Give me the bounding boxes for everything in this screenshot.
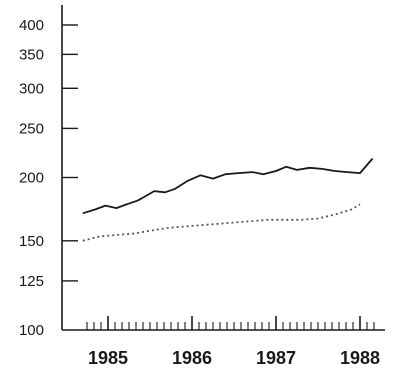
- series-lines: [82, 157, 374, 242]
- y-tick-label-350: 350: [19, 46, 44, 63]
- tick-labels: 100 125 150 200 250 300 350 400 1985 1986 1987 1988: [19, 17, 380, 368]
- x-tick-label-1988: 1988: [340, 348, 380, 368]
- x-tick-label-1986: 1986: [172, 348, 212, 368]
- x-tick-label-1985: 1985: [88, 348, 128, 368]
- x-tick-label-1987: 1987: [256, 348, 296, 368]
- series-dotted-line: [82, 203, 361, 242]
- series-solid-line: [82, 157, 374, 215]
- y-tick-label-125: 125: [19, 273, 44, 290]
- y-tick-label-300: 300: [19, 80, 44, 97]
- y-tick-label-100: 100: [19, 322, 44, 339]
- y-tick-label-150: 150: [19, 233, 44, 250]
- axes: [61, 5, 385, 331]
- y-tick-label-400: 400: [19, 17, 44, 34]
- y-tick-label-250: 250: [19, 120, 44, 137]
- y-tick-label-200: 200: [19, 170, 44, 187]
